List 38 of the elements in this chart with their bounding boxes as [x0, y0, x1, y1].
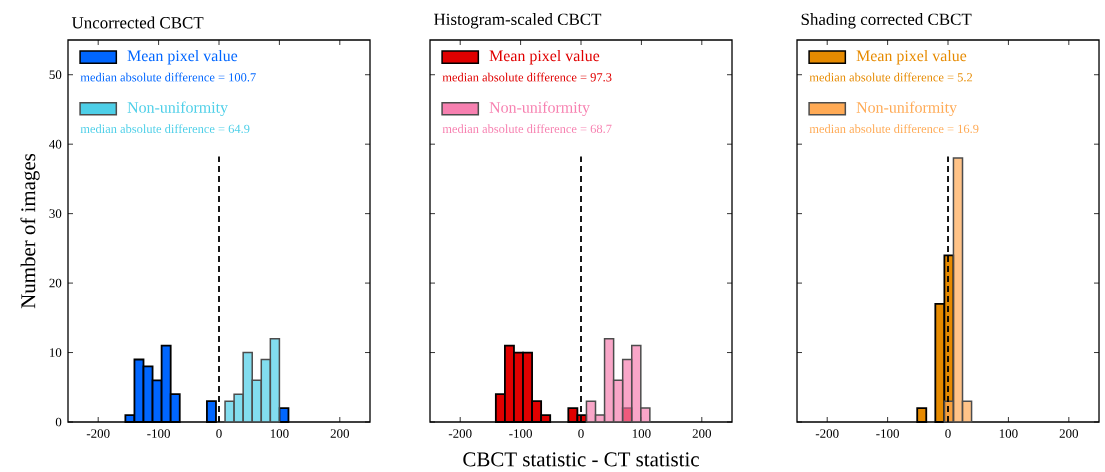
annotation: median absolute difference = 16.9 — [809, 124, 979, 134]
y-axis-title: Number of images — [20, 153, 40, 309]
x-tick-label: 200 — [692, 429, 712, 438]
x-tick-label: -100 — [147, 429, 170, 438]
legend-label: Mean pixel value — [489, 49, 600, 65]
legend-label: Mean pixel value — [127, 49, 238, 65]
x-tick-label: 200 — [330, 429, 350, 438]
legend-label: Non-uniformity — [127, 101, 228, 117]
y-tick-label: 20 — [49, 278, 62, 288]
annotation: median absolute difference = 97.3 — [442, 72, 612, 82]
legend-label: Mean pixel value — [856, 49, 967, 65]
y-tick-label: 30 — [49, 209, 62, 218]
chart-title: Histogram-scaled CBCT — [434, 13, 602, 29]
x-tick-label: 100 — [632, 429, 651, 438]
legend-label: Non-uniformity — [489, 101, 590, 117]
annotation: median absolute difference = 100.7 — [80, 72, 256, 82]
x-tick-label: -100 — [509, 429, 532, 438]
annotation: median absolute difference = 68.7 — [442, 124, 612, 134]
legend-label: Non-uniformity — [856, 101, 957, 117]
annotation: median absolute difference = 5.2 — [809, 72, 973, 82]
x-tick-label: 200 — [1059, 429, 1079, 438]
chart-title: Shading corrected CBCT — [801, 13, 972, 29]
y-tick-label: 50 — [49, 70, 62, 80]
x-tick-label: -200 — [86, 429, 110, 438]
y-tick-label: 40 — [49, 139, 62, 149]
x-tick-label: 0 — [216, 429, 222, 438]
x-tick-label: 0 — [578, 429, 584, 438]
x-tick-label: -100 — [876, 429, 899, 438]
x-tick-label: -200 — [448, 429, 472, 438]
x-tick-label: 0 — [945, 429, 951, 438]
chart-title: Uncorrected CBCT — [71, 16, 204, 29]
y-tick-label: 0 — [55, 417, 62, 427]
x-tick-label: 100 — [270, 429, 289, 438]
x-tick-label: -200 — [815, 429, 839, 438]
x-tick-label: 100 — [999, 429, 1018, 438]
annotation: median absolute difference = 64.9 — [80, 124, 250, 134]
y-tick-label: 10 — [49, 348, 62, 357]
x-axis-title: CBCT statistic - CT statistic — [463, 452, 699, 467]
